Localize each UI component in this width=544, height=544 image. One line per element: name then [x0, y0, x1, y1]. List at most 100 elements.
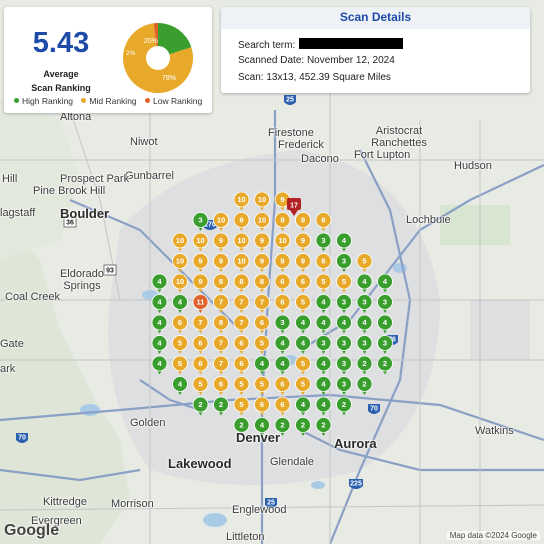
ranking-pin[interactable]: 4: [151, 294, 168, 314]
ranking-pin[interactable]: 2: [315, 417, 332, 437]
ranking-pin[interactable]: 2: [192, 396, 209, 416]
ranking-pin[interactable]: 5: [192, 376, 209, 396]
ranking-pin[interactable]: 10: [233, 191, 250, 211]
ranking-pin[interactable]: 9: [295, 212, 311, 232]
ranking-pin[interactable]: 4: [295, 314, 311, 334]
business-location-pin[interactable]: 17: [287, 198, 301, 216]
ranking-pin[interactable]: 4: [336, 314, 352, 334]
ranking-pin[interactable]: 6: [192, 335, 209, 355]
ranking-pin[interactable]: 9: [233, 212, 250, 232]
ranking-pin[interactable]: 2: [356, 355, 373, 375]
ranking-pin[interactable]: 8: [213, 314, 229, 334]
ranking-pin[interactable]: 8: [233, 273, 250, 293]
ranking-pin[interactable]: 6: [254, 396, 270, 416]
ranking-pin[interactable]: 4: [377, 273, 393, 293]
ranking-pin[interactable]: 4: [377, 314, 393, 334]
ranking-pin[interactable]: 3: [377, 335, 393, 355]
ranking-pin[interactable]: 3: [336, 335, 352, 355]
ranking-pin[interactable]: 7: [254, 294, 270, 314]
ranking-pin[interactable]: 4: [151, 314, 168, 334]
ranking-pin[interactable]: 9: [192, 253, 209, 273]
ranking-pin[interactable]: 3: [192, 212, 209, 232]
ranking-pin[interactable]: 2: [356, 376, 373, 396]
ranking-pin[interactable]: 5: [315, 273, 332, 293]
ranking-pin[interactable]: 2: [213, 396, 229, 416]
ranking-pin[interactable]: 5: [295, 376, 311, 396]
ranking-pin[interactable]: 9: [295, 232, 311, 252]
ranking-pin[interactable]: 3: [315, 232, 332, 252]
ranking-pin[interactable]: 7: [213, 355, 229, 375]
ranking-pin[interactable]: 10: [233, 253, 250, 273]
ranking-pin[interactable]: 5: [254, 335, 270, 355]
ranking-pin[interactable]: 9: [274, 212, 291, 232]
ranking-pin[interactable]: 4: [356, 273, 373, 293]
ranking-pin[interactable]: 9: [295, 253, 311, 273]
ranking-pin[interactable]: 10: [233, 232, 250, 252]
ranking-pin[interactable]: 6: [274, 273, 291, 293]
ranking-pin[interactable]: 6: [274, 376, 291, 396]
ranking-pin[interactable]: 2: [233, 417, 250, 437]
ranking-pin[interactable]: 6: [172, 314, 188, 334]
ranking-pin[interactable]: 8: [254, 273, 270, 293]
ranking-pin[interactable]: 3: [356, 294, 373, 314]
ranking-pin[interactable]: 6: [213, 376, 229, 396]
ranking-pin[interactable]: 7: [192, 314, 209, 334]
ranking-pin[interactable]: 4: [172, 376, 188, 396]
ranking-pin[interactable]: 10: [192, 232, 209, 252]
ranking-pin[interactable]: 6: [274, 294, 291, 314]
ranking-pin[interactable]: 5: [336, 273, 352, 293]
ranking-pin[interactable]: 4: [151, 355, 168, 375]
ranking-pin[interactable]: 4: [151, 335, 168, 355]
ranking-pin[interactable]: 10: [172, 232, 188, 252]
ranking-pin[interactable]: 9: [274, 253, 291, 273]
ranking-pin[interactable]: 6: [315, 253, 332, 273]
ranking-pin[interactable]: 6: [192, 355, 209, 375]
ranking-pin[interactable]: 7: [213, 294, 229, 314]
ranking-pin[interactable]: 10: [172, 273, 188, 293]
ranking-pin[interactable]: 3: [336, 294, 352, 314]
ranking-pin[interactable]: 4: [254, 355, 270, 375]
ranking-pin[interactable]: 6: [233, 335, 250, 355]
ranking-pin[interactable]: 11: [192, 294, 209, 314]
ranking-pin[interactable]: 4: [356, 314, 373, 334]
ranking-pin[interactable]: 5: [295, 355, 311, 375]
ranking-pin[interactable]: 3: [377, 294, 393, 314]
ranking-pin[interactable]: 4: [274, 355, 291, 375]
ranking-pin[interactable]: 9: [254, 232, 270, 252]
ranking-pin[interactable]: 2: [336, 396, 352, 416]
ranking-pin[interactable]: 10: [213, 212, 229, 232]
ranking-pin[interactable]: 3: [356, 335, 373, 355]
ranking-pin[interactable]: 3: [315, 335, 332, 355]
ranking-pin[interactable]: 5: [254, 376, 270, 396]
map-attribution[interactable]: Map data ©2024 Google: [446, 531, 540, 540]
ranking-pin[interactable]: 9: [213, 253, 229, 273]
ranking-pin[interactable]: 5: [295, 294, 311, 314]
ranking-pin[interactable]: 10: [254, 212, 270, 232]
ranking-pin[interactable]: 5: [356, 253, 373, 273]
ranking-pin[interactable]: 2: [377, 355, 393, 375]
ranking-pin[interactable]: 4: [315, 355, 332, 375]
ranking-pin[interactable]: 3: [336, 355, 352, 375]
ranking-pin[interactable]: 10: [172, 253, 188, 273]
ranking-pin[interactable]: 6: [254, 314, 270, 334]
ranking-pin[interactable]: 4: [295, 396, 311, 416]
ranking-pin[interactable]: 4: [315, 314, 332, 334]
ranking-pin[interactable]: 9: [192, 273, 209, 293]
ranking-pin[interactable]: 4: [172, 294, 188, 314]
ranking-pin[interactable]: 2: [274, 417, 291, 437]
ranking-pin[interactable]: 9: [213, 232, 229, 252]
ranking-pin[interactable]: 9: [254, 253, 270, 273]
ranking-pin[interactable]: 3: [336, 376, 352, 396]
ranking-pin[interactable]: 4: [274, 335, 291, 355]
ranking-pin[interactable]: 10: [254, 191, 270, 211]
ranking-pin[interactable]: 6: [315, 212, 332, 232]
ranking-pin[interactable]: 3: [274, 314, 291, 334]
ranking-pin[interactable]: 8: [213, 273, 229, 293]
ranking-pin[interactable]: 4: [315, 376, 332, 396]
ranking-pin[interactable]: 7: [233, 294, 250, 314]
ranking-pin[interactable]: 3: [336, 253, 352, 273]
ranking-pin[interactable]: 4: [254, 417, 270, 437]
ranking-pin[interactable]: 4: [336, 232, 352, 252]
ranking-pin[interactable]: 4: [295, 335, 311, 355]
ranking-pin[interactable]: 7: [233, 314, 250, 334]
